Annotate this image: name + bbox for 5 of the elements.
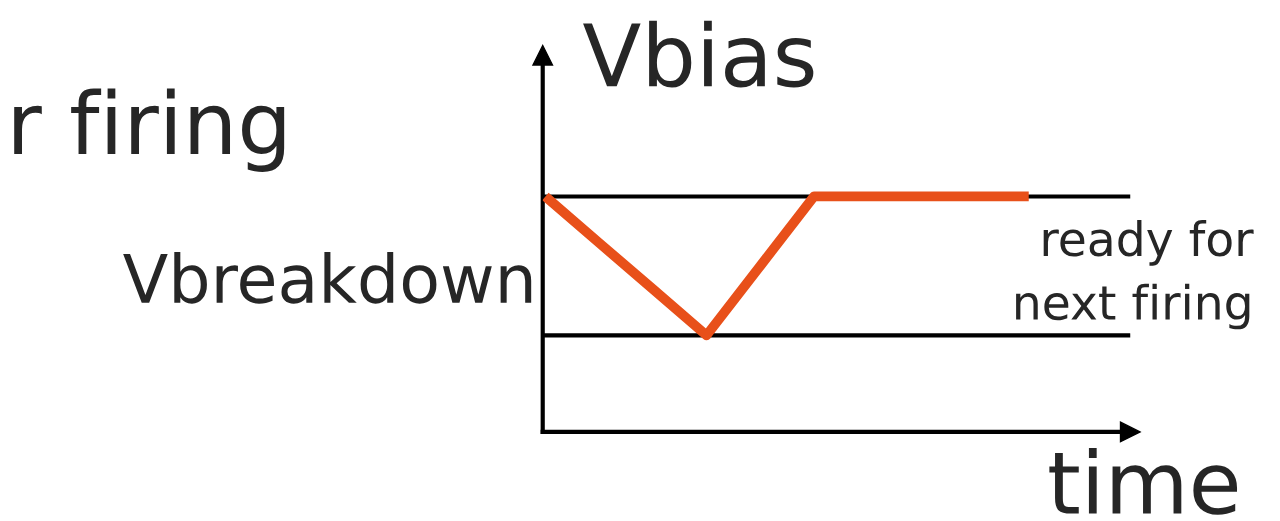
text: r firing	[14, 88, 285, 172]
x-axis-title: time	[1049, 448, 1238, 515]
ref-line-label: Vbreakdown	[123, 252, 532, 304]
ref-line-label: ready for next firing	[1016, 220, 1254, 330]
y-axis-title: Vbias	[583, 20, 814, 88]
